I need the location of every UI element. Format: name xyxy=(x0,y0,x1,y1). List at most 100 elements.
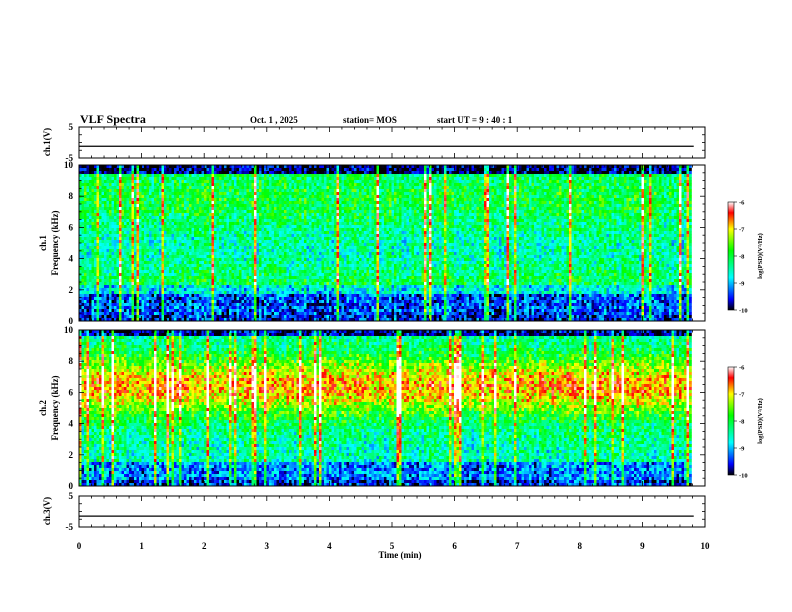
ch1-spectrogram-cell xyxy=(274,255,277,259)
ch1-spectrogram-cell xyxy=(176,174,180,178)
ch1-spectrogram-cell xyxy=(196,246,200,250)
ch1-spectrogram-cell xyxy=(104,252,107,256)
ch1-spectrogram-cell xyxy=(149,291,152,295)
ch1-spectrogram-cell xyxy=(121,237,125,241)
ch1-spectrogram-cell xyxy=(259,192,262,196)
ch1-spectrogram-cell xyxy=(249,234,252,238)
ch1-spectrogram-cell xyxy=(151,282,155,286)
ch1-spectrogram-cell xyxy=(199,171,202,175)
ch1-spectrogram-cell xyxy=(259,204,262,208)
ch1-spectrogram-cell xyxy=(154,225,157,229)
ch1-spectrogram-cell xyxy=(106,222,110,226)
ch1-spectrogram-cell xyxy=(259,306,262,310)
ch1-spectrogram-cell xyxy=(236,300,240,304)
ch1-spectrogram-cell xyxy=(294,186,297,190)
ch1-spectrogram-cell xyxy=(244,267,247,271)
ch1-spectrogram-cell xyxy=(111,285,115,289)
ch1-spectrogram-cell xyxy=(184,246,187,250)
ch1-spectrogram-cell xyxy=(111,243,115,247)
ch1-spectrogram-cell xyxy=(291,276,295,280)
ch1-spectrogram-cell xyxy=(116,282,120,286)
ch1-spectrogram-cell xyxy=(199,261,202,265)
ch1-spectrogram-cell xyxy=(141,279,145,283)
ch1-spectrogram-cell xyxy=(91,306,95,310)
ch1-spectrogram-cell xyxy=(111,174,115,178)
ch1-spectrogram-cell xyxy=(201,252,205,256)
ch1-spectrogram-cell xyxy=(214,192,217,196)
ch1-spectrogram-cell xyxy=(209,192,212,196)
ch1-spectrogram-cell xyxy=(291,177,295,181)
ch1-spectrogram-cell xyxy=(111,204,115,208)
ch1-spectrogram-cell xyxy=(131,234,135,238)
ch1-spectrogram-cell xyxy=(189,291,192,295)
ch1-spectrogram-cell xyxy=(166,303,170,307)
ch1-spectrogram-cell xyxy=(291,216,295,220)
ch1-spectrogram-cell xyxy=(256,180,260,184)
ch1-spectrogram-cell xyxy=(229,198,232,202)
ch1-spectrogram-cell xyxy=(236,231,240,235)
ch1-spectrogram-cell xyxy=(259,171,262,175)
ch1-spectrogram-cell xyxy=(209,297,212,301)
ch1-spectrogram-cell xyxy=(101,243,105,247)
ch1-spectrogram-cell xyxy=(231,189,235,193)
ch1-spectrogram-cell xyxy=(111,255,115,259)
ch1-spectrogram-cell xyxy=(179,252,182,256)
ch1-spectrogram-cell xyxy=(244,318,247,322)
ch1-spectrogram-cell xyxy=(254,183,257,187)
ch1-spectrogram-cell xyxy=(104,288,107,292)
ch1-spectrogram-cell xyxy=(149,195,152,199)
ch1-spectrogram-cell xyxy=(311,198,315,202)
ch1-spectrogram-cell xyxy=(81,300,85,304)
ch1-spectrogram-cell xyxy=(196,210,200,214)
ch1-spectrogram-cell xyxy=(161,264,165,268)
ch1-spectrogram-cell xyxy=(284,204,287,208)
ch1-spectrogram-cell xyxy=(119,279,122,283)
ch1-spectrogram-cell xyxy=(209,291,212,295)
ch1-spectrogram-cell xyxy=(149,192,152,196)
ch1-spectrogram-cell xyxy=(141,234,145,238)
ch1-spectrogram-cell xyxy=(134,189,137,193)
ch1-spectrogram-cell xyxy=(226,252,230,256)
ch1-spectrogram-cell xyxy=(261,228,265,232)
ch1-spectrogram-cell xyxy=(91,222,95,226)
ch1-spectrogram-cell xyxy=(271,303,275,307)
ch1-spectrogram-cell xyxy=(159,249,162,253)
ch1-spectrogram-cell xyxy=(79,285,82,289)
ch1-spectrogram-cell xyxy=(274,267,277,271)
ch1-spectrogram-cell xyxy=(124,171,127,175)
ch1-spectrogram-cell xyxy=(216,228,220,232)
ch1-spectrogram-cell xyxy=(169,291,172,295)
ch1-spectrogram-cell xyxy=(159,267,162,271)
ch1-spectrogram-cell xyxy=(304,240,307,244)
ch1-spectrogram-cell xyxy=(84,198,87,202)
ch1-spectrogram-cell xyxy=(274,195,277,199)
ch1-spectrogram-cell xyxy=(136,294,140,298)
ch1-spectrogram-cell xyxy=(229,297,232,301)
ch1-spectrogram-cell xyxy=(171,273,175,277)
ch1-spectrogram-cell xyxy=(101,246,105,250)
ch1-spectrogram-cell xyxy=(284,225,287,229)
ch1-spectrogram-cell xyxy=(164,207,167,211)
ch1-spectrogram-cell xyxy=(214,300,217,304)
ch1-spectrogram-cell xyxy=(279,189,282,193)
ch1-spectrogram-cell xyxy=(84,192,87,196)
ch1-spectrogram-cell xyxy=(161,195,165,199)
ch1-spectrogram-cell xyxy=(269,315,272,319)
ch1-spectrogram-cell xyxy=(249,177,252,181)
ch1-spectrogram-cell xyxy=(104,201,107,205)
ch1-spectrogram-cell xyxy=(231,264,235,268)
ch1-spectrogram-cell xyxy=(264,219,267,223)
ch1-spectrogram-cell xyxy=(311,318,315,322)
ch1-spectrogram-cell xyxy=(79,189,82,193)
ch1-spectrogram-cell xyxy=(241,174,245,178)
ch1-spectrogram-cell xyxy=(286,210,290,214)
header-start-time: start UT = 9 : 40 : 1 xyxy=(437,115,512,125)
ch1-spectrogram-cell xyxy=(239,279,242,283)
ch1-spectrogram-cell xyxy=(259,282,262,286)
ch1-spectrogram-cell xyxy=(184,291,187,295)
ch1-spectrogram-cell xyxy=(146,219,150,223)
ch1-spectrogram-cell xyxy=(131,201,135,205)
ch1-spectrogram-cell xyxy=(179,276,182,280)
ch1-spectrogram-cell xyxy=(244,291,247,295)
ch1-spectrogram-cell xyxy=(171,231,175,235)
